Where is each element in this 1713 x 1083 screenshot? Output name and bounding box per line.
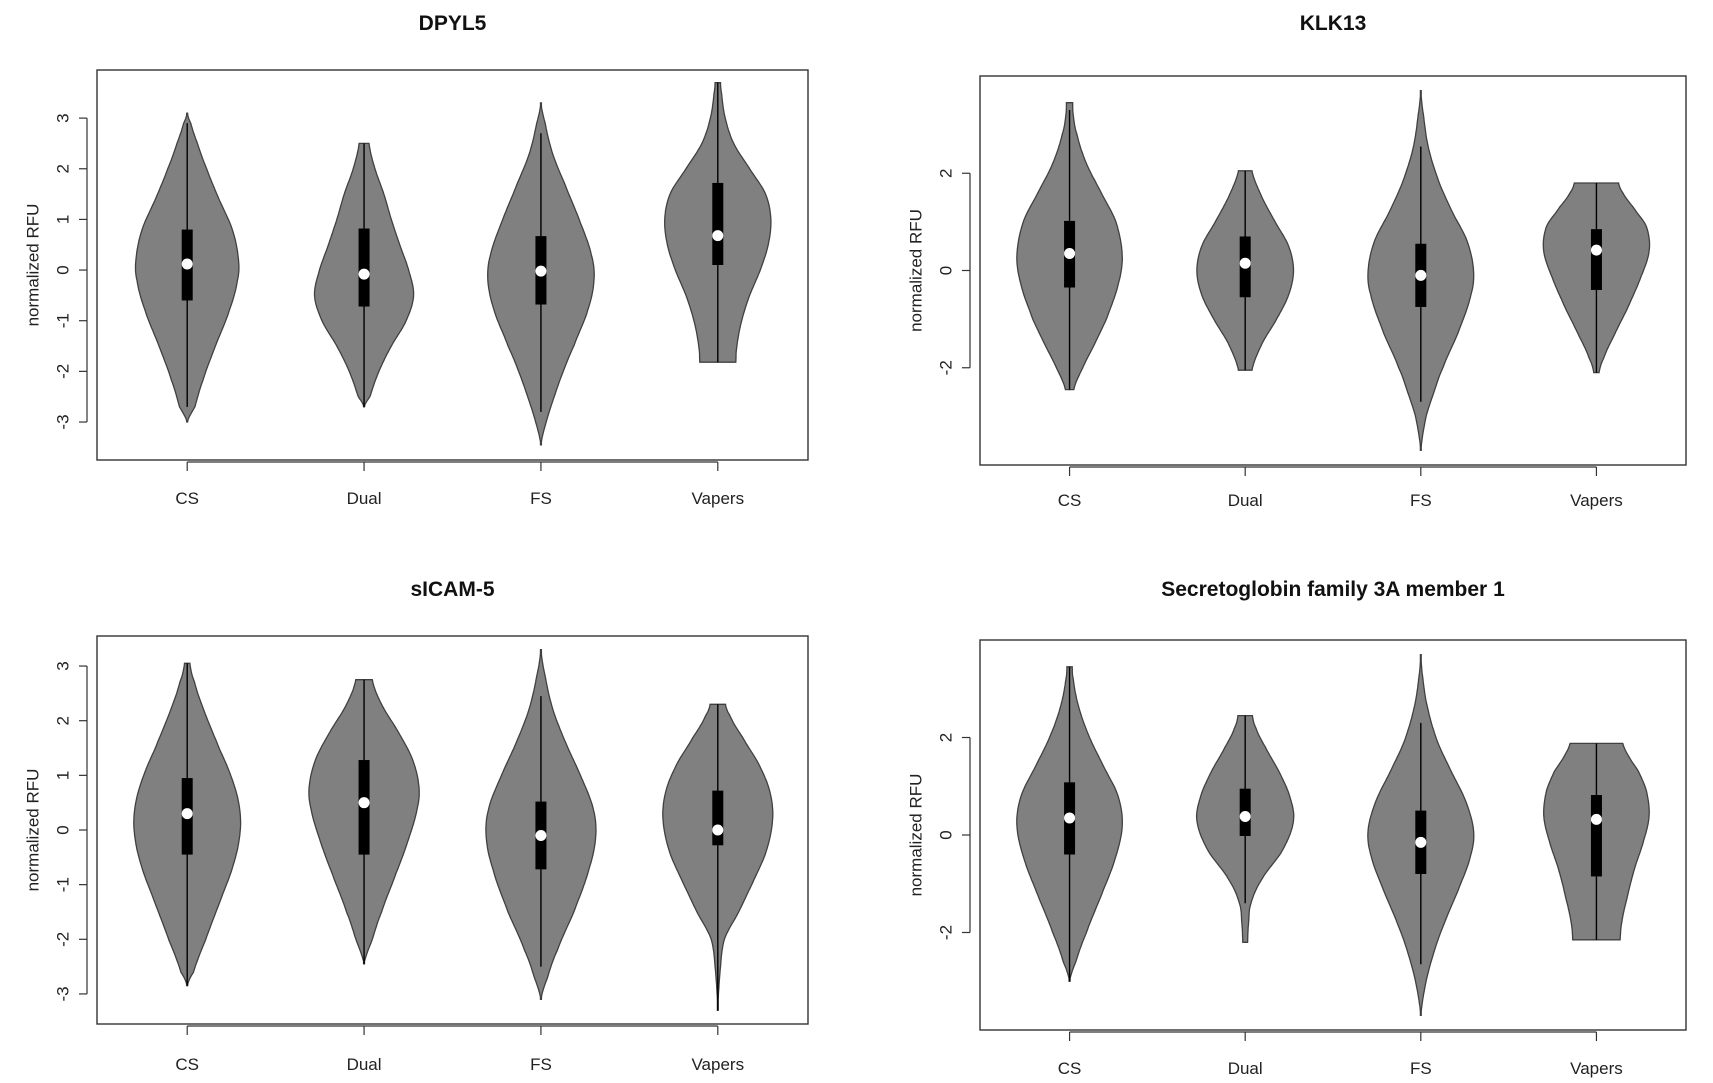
- violin-iqr-box-vapers: [712, 182, 724, 265]
- plot-frame: [979, 639, 1687, 1031]
- y-tick-label: 1: [54, 771, 73, 780]
- violin-median-dual: [1239, 257, 1251, 269]
- chart-title: Secretoglobin family 3A member 1: [1161, 578, 1505, 601]
- y-tick-label: -1: [54, 313, 73, 328]
- y-tick-label: 0: [54, 825, 73, 834]
- x-tick-label-fs: FS: [1410, 1059, 1432, 1078]
- y-tick-label: 2: [937, 733, 956, 742]
- violin-median-fs: [1415, 269, 1427, 281]
- x-tick-label-dual: Dual: [347, 489, 382, 508]
- y-tick-label: -2: [54, 364, 73, 379]
- x-tick-label-fs: FS: [1410, 491, 1432, 510]
- violin-median-cs: [181, 808, 193, 820]
- x-tick-label-vapers: Vapers: [691, 489, 744, 508]
- x-tick-label-vapers: Vapers: [1570, 1059, 1623, 1078]
- x-tick-label-cs: CS: [175, 489, 199, 508]
- violin-median-fs: [535, 265, 547, 277]
- x-tick-label-cs: CS: [175, 1055, 199, 1074]
- y-tick-label: -2: [937, 925, 956, 940]
- y-tick-label: -2: [54, 932, 73, 947]
- y-tick-label: 0: [54, 265, 73, 274]
- chart-klk13: KLK13 -2 0 2 normalized RFU CS Dual FS Vapers: [907, 12, 1687, 510]
- y-tick-label: -3: [54, 414, 73, 429]
- y-tick-label: -3: [54, 986, 73, 1001]
- y-tick-label: 2: [54, 164, 73, 173]
- violin-median-vapers: [1590, 244, 1602, 256]
- violin-median-dual: [1239, 810, 1251, 822]
- x-tick-label-cs: CS: [1058, 1059, 1082, 1078]
- violin-median-vapers: [1590, 813, 1602, 825]
- y-tick-label: 0: [937, 266, 956, 275]
- chart-panel-sicam5: sICAM-5 -3 -2 -1 0 1 2 3 normalized RFU CS Dual FS V…: [0, 541, 856, 1082]
- y-axis-title: normalized RFU: [907, 774, 926, 897]
- violin-median-cs: [1064, 812, 1076, 824]
- chart-title: sICAM-5: [410, 578, 494, 601]
- x-tick-label-fs: FS: [530, 1055, 552, 1074]
- x-tick-label-vapers: Vapers: [1570, 491, 1623, 510]
- y-tick-label: 3: [54, 661, 73, 670]
- violin-iqr-box-vapers: [1590, 795, 1602, 877]
- y-axis-title: normalized RFU: [907, 209, 926, 332]
- violin-median-cs: [181, 258, 193, 270]
- chart-panel-scgb3a1: Secretoglobin family 3A member 1 -2 0 2 norm…: [856, 541, 1712, 1082]
- chart-title: DPYL5: [419, 12, 487, 35]
- x-tick-label-cs: CS: [1058, 491, 1082, 510]
- violin-median-vapers: [712, 230, 724, 242]
- chart-panel-klk13: KLK13 -2 0 2 normalized RFU CS Dual FS Vapers: [856, 0, 1712, 541]
- y-tick-label: -1: [54, 877, 73, 892]
- chart-scgb3a1: Secretoglobin family 3A member 1 -2 0 2 norm…: [907, 578, 1687, 1078]
- x-tick-label-dual: Dual: [1228, 1059, 1263, 1078]
- violin-iqr-box-vapers: [1590, 229, 1602, 290]
- x-tick-label-dual: Dual: [347, 1055, 382, 1074]
- x-tick-label-dual: Dual: [1228, 491, 1263, 510]
- y-tick-label: -2: [937, 360, 956, 375]
- y-tick-label: 3: [54, 113, 73, 122]
- plot-frame: [979, 75, 1687, 466]
- plot-frame: [96, 69, 809, 461]
- y-tick-label: 0: [937, 830, 956, 839]
- violin-iqr-box-vapers: [712, 790, 724, 846]
- y-tick-label: 2: [937, 169, 956, 178]
- y-axis-title: normalized RFU: [24, 204, 43, 327]
- chart-title: KLK13: [1300, 12, 1367, 35]
- plot-frame: [96, 635, 809, 1025]
- violin-median-dual: [358, 268, 370, 280]
- y-tick-label: 1: [54, 215, 73, 224]
- chart-panel-dpyl5: DPYL5 -3 -2 -1 0 1 2 3 normalized RFU CS Dual FS Vap…: [0, 0, 856, 541]
- y-axis-title: normalized RFU: [24, 769, 43, 892]
- violin-iqr-box-dual: [358, 228, 370, 307]
- chart-dpyl5: DPYL5 -3 -2 -1 0 1 2 3 normalized RFU CS Dual FS Vap…: [24, 12, 809, 508]
- chart-sicam5: sICAM-5 -3 -2 -1 0 1 2 3 normalized RFU CS Dual FS V…: [24, 578, 809, 1074]
- x-tick-label-fs: FS: [530, 489, 552, 508]
- violin-median-cs: [1064, 247, 1076, 259]
- violin-median-vapers: [712, 824, 724, 836]
- violin-median-fs: [1415, 836, 1427, 848]
- violin-median-dual: [358, 797, 370, 809]
- y-tick-label: 2: [54, 716, 73, 725]
- x-tick-label-vapers: Vapers: [691, 1055, 744, 1074]
- violin-median-fs: [535, 829, 547, 841]
